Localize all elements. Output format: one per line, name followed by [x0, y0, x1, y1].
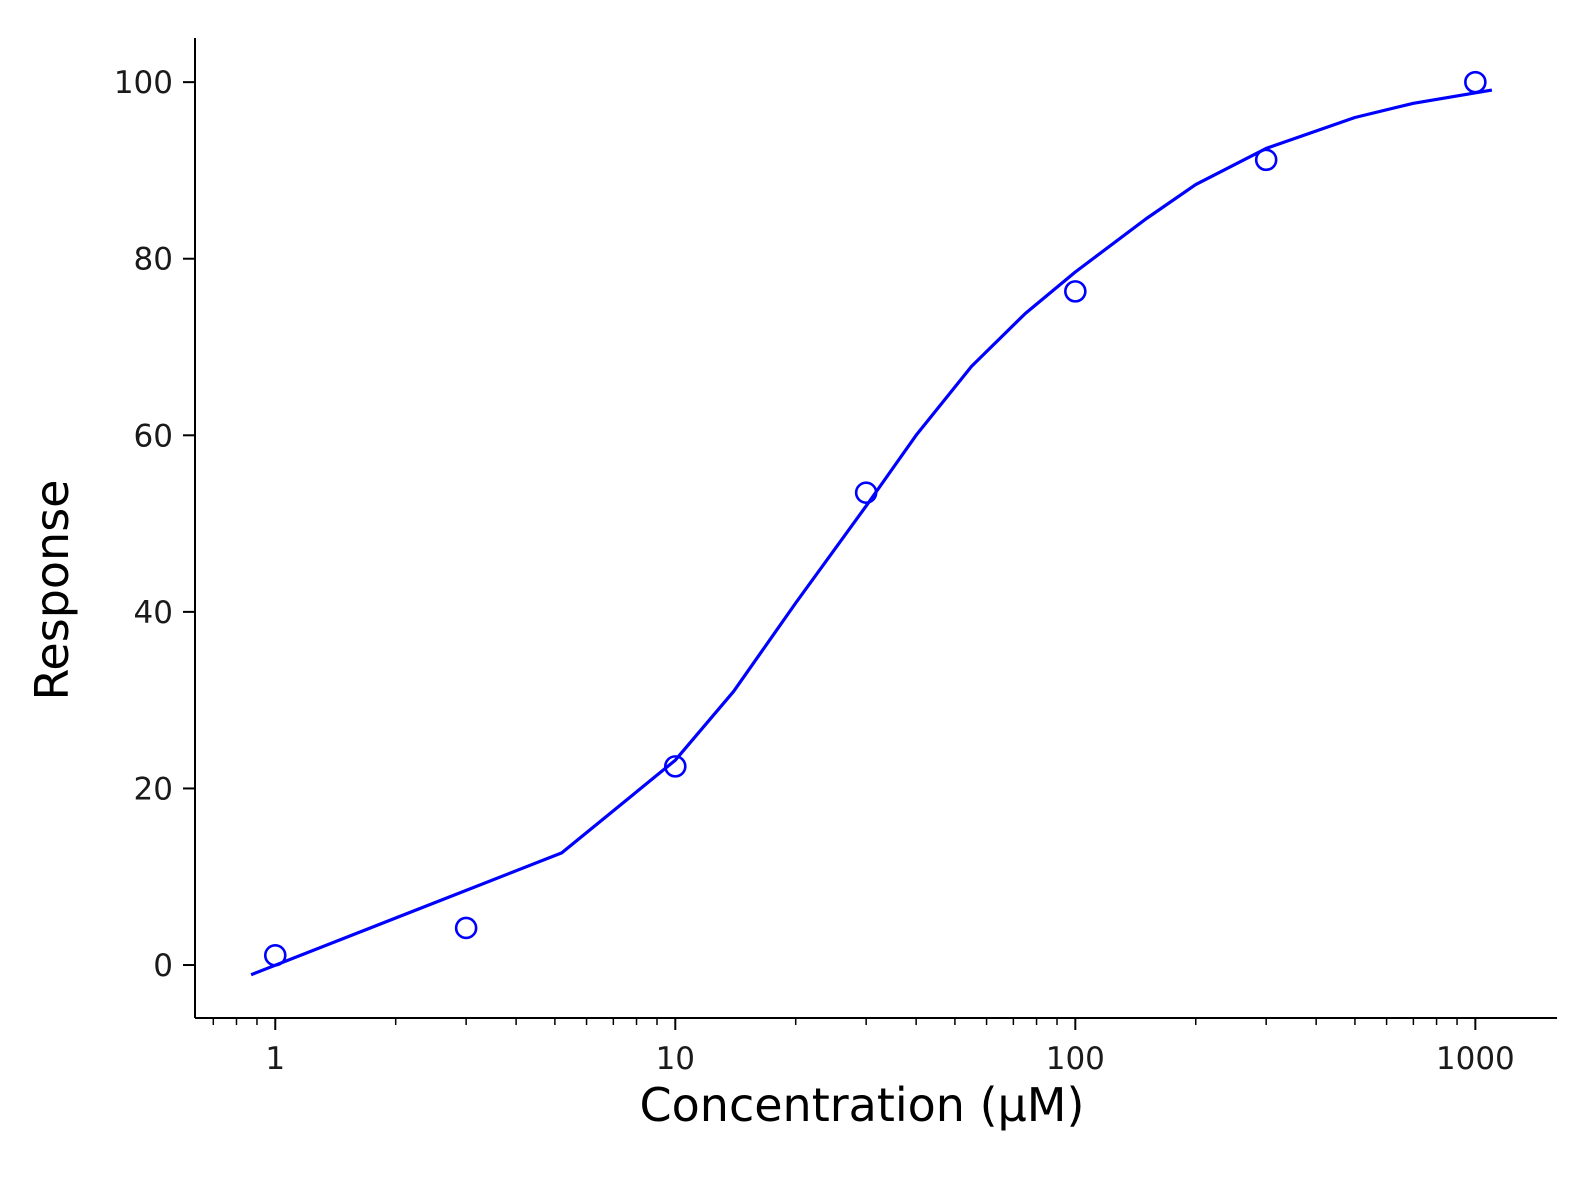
data-point — [1464, 70, 1487, 94]
x-tick-label: 100 — [1046, 1041, 1105, 1077]
y-ticks: 0 20 40 60 80 100 — [114, 65, 195, 984]
data-point — [854, 481, 878, 504]
x-ticks: 1 10 100 1000 — [212, 1018, 1515, 1077]
y-tick-label: 40 — [134, 595, 173, 631]
y-tick-label: 60 — [134, 418, 173, 454]
x-tick-label: 1000 — [1436, 1041, 1515, 1077]
x-tick-label: 10 — [656, 1041, 695, 1077]
axes — [194, 38, 1557, 1019]
fit-curve — [250, 88, 1493, 977]
x-tick-label: 1 — [265, 1041, 285, 1077]
y-tick-label: 80 — [134, 242, 173, 278]
y-tick-label: 20 — [134, 771, 173, 807]
data-point — [1064, 280, 1087, 303]
y-tick-label: 0 — [153, 948, 173, 984]
fit-curve-group — [250, 88, 1493, 977]
y-axis-label: Response — [25, 480, 79, 701]
data-point — [1254, 148, 1278, 172]
y-tick-label: 100 — [114, 65, 173, 101]
data-point — [263, 944, 287, 967]
data-point — [454, 916, 478, 940]
data-points — [263, 70, 1487, 967]
data-point — [663, 755, 687, 778]
x-axis-label: Concentration (μM) — [640, 1078, 1085, 1132]
